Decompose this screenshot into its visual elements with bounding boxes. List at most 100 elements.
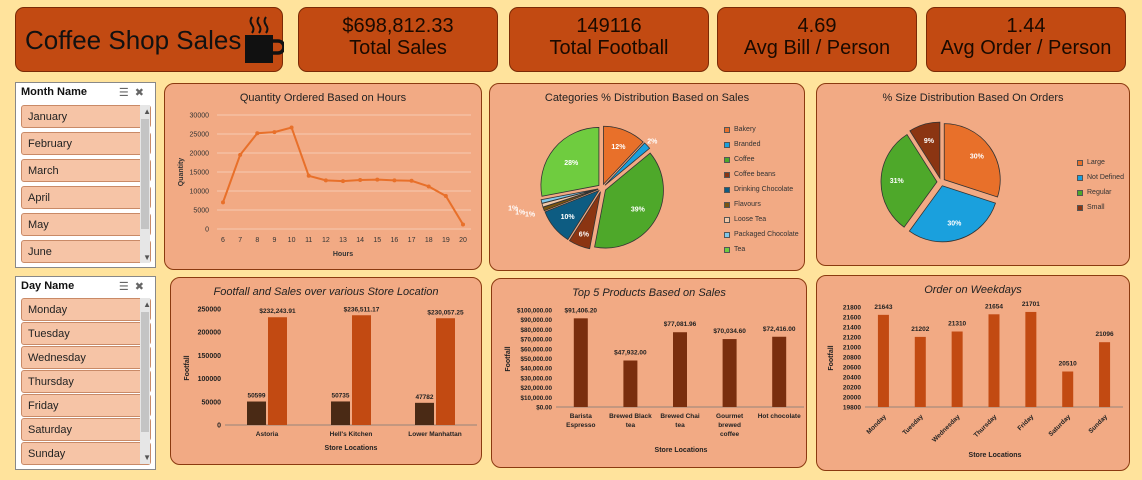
y-tick-label: 100000 [198,376,221,383]
scrollbar-thumb[interactable] [141,312,149,432]
multi-select-icon[interactable]: ☰ [118,281,135,293]
footfall-chart-panel: Footfall and Sales over various Store Lo… [170,277,482,465]
y-tick-label: 21600 [843,315,861,322]
bar [352,315,371,425]
slicer-header-icons: ☰✖ [119,86,150,99]
kpi-label: Avg Bill / Person [743,37,891,59]
scroll-down-icon[interactable]: ▼ [143,453,151,462]
multi-select-icon[interactable]: ☰ [118,87,135,99]
y-tick-label: 20200 [843,385,861,392]
data-point [238,152,243,157]
slicer-item-sunday[interactable]: Sunday [21,442,151,465]
bar [436,318,455,425]
data-label: 2% [647,138,658,145]
y-tick-label: $90,000.00 [520,317,552,324]
scrollbar-thumb[interactable] [141,119,149,229]
y-tick-label: $60,000.00 [520,346,552,353]
legend-swatch [724,141,730,148]
pie-slice-branded [604,142,651,186]
x-tick-label: Saturday [1048,413,1073,438]
pie-slice-bakery [603,125,644,186]
slicer-item-thursday[interactable]: Thursday [21,370,151,393]
slicer-item-wednesday[interactable]: Wednesday [21,346,151,369]
y-tick-label: 15000 [190,170,210,177]
data-label: 30% [947,221,962,228]
slicer-scrollbar[interactable] [140,105,150,263]
x-tick-label: Barista [570,413,592,420]
clear-filter-icon[interactable]: ✖ [134,87,150,99]
data-label: 50599 [247,393,265,400]
legend-label: Coffee beans [734,171,776,178]
data-label: $70,034.60 [713,328,746,335]
bar [415,402,434,425]
data-label: 10% [561,214,576,221]
data-label: 6% [579,231,590,238]
bar [247,401,266,425]
legend-item: Bakery [724,122,799,137]
products-bar-chart: $0.00 $10,000.00 $20,000.00 $30,000.00 $40,0… [505,307,804,454]
slicer-item-saturday[interactable]: Saturday [21,418,151,441]
chart-title: Footfall and Sales over various Store Lo… [213,286,439,298]
pie-slice-coffee-beans [568,191,601,250]
slicer-scrollbar[interactable] [140,298,150,464]
legend-swatch [1077,189,1083,196]
data-label: 1% [525,211,536,218]
slicer-item-january[interactable]: January [21,105,151,128]
chart-title: Categories % Distribution Based on Sales [544,92,750,104]
clear-filter-icon[interactable]: ✖ [134,281,150,293]
legend-label: Drinking Chocolate [734,186,794,193]
bar [951,331,963,407]
y-axis-label: Footfall [828,345,835,370]
bar [877,314,889,407]
legend-label: Large [1087,159,1105,166]
slicer-item-may[interactable]: May [21,213,151,236]
slicer-item-march[interactable]: March [21,159,151,182]
x-tick-label: 9 [272,237,276,244]
slicer-item-tuesday[interactable]: Tuesday [21,322,151,345]
slicer-item-february[interactable]: February [21,132,151,155]
data-label: 21701 [1022,301,1040,308]
data-label: 50735 [331,392,349,399]
data-point [426,184,431,189]
legend-item: Regular [1077,185,1124,200]
legend-swatch [1077,204,1083,211]
x-tick-label: Astoria [256,431,279,438]
y-tick-label: 30000 [190,113,210,120]
data-point [461,222,465,227]
weekdays-chart-panel: Order on Weekdays 19800 20000 20200 20400 20… [816,275,1130,471]
slicer-item-friday[interactable]: Friday [21,394,151,417]
slicer-item-april[interactable]: April [21,186,151,209]
y-tick-label: $10,000.00 [520,395,552,402]
x-tick-label: 20 [459,237,467,244]
chart-title: % Size Distribution Based On Orders [882,92,1064,104]
slicer-item-june[interactable]: June [21,240,151,263]
x-tick-label: 8 [255,237,259,244]
x-tick-label: 15 [373,237,381,244]
legend-item: Small [1077,200,1124,215]
x-tick-label: 16 [391,237,399,244]
legend-label: Tea [734,246,746,253]
slicer-item-monday[interactable]: Monday [21,298,151,321]
data-point [323,178,328,183]
scroll-up-icon[interactable]: ▲ [143,107,151,116]
scroll-up-icon[interactable]: ▲ [143,300,151,309]
legend-item: Tea [724,242,799,257]
y-tick-label: 10000 [190,189,210,196]
scroll-down-icon[interactable]: ▼ [143,253,151,262]
x-tick-label: 13 [339,237,347,244]
bar [573,318,588,407]
y-tick-label: 5000 [193,208,209,215]
legend-label: Small [1087,204,1105,211]
sizes-legend: Large Not Defined Regular Small [1077,155,1124,215]
legend-item: Branded [724,137,799,152]
y-tick-label: 20600 [843,365,861,372]
x-axis-label: Store Locations [655,447,708,454]
bar [914,336,926,407]
kpi-total-sales: $698,812.33 Total Sales [298,7,498,72]
y-tick-label: $80,000.00 [520,327,552,334]
data-point [375,177,380,182]
categories-chart-panel: Categories % Distribution Based on Sales… [489,83,805,271]
data-point [255,131,260,136]
y-tick-label: $50,000.00 [520,356,552,363]
x-tick-label: 11 [305,237,312,244]
